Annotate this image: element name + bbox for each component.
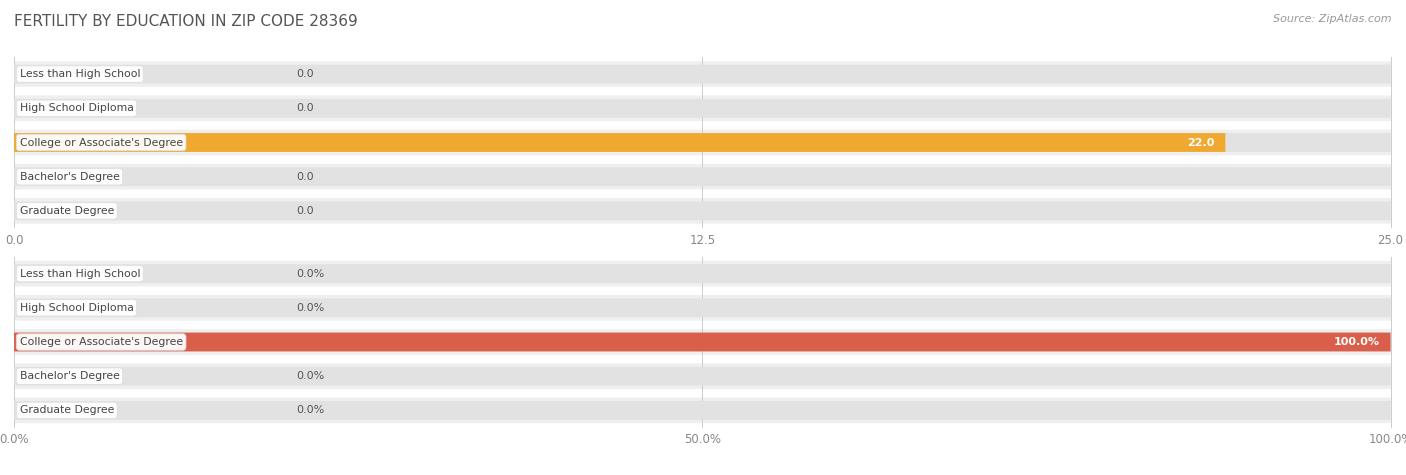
FancyBboxPatch shape [14,130,1392,155]
Text: 0.0%: 0.0% [297,303,325,313]
FancyBboxPatch shape [14,201,1391,220]
Text: Bachelor's Degree: Bachelor's Degree [20,171,120,182]
Text: FERTILITY BY EDUCATION IN ZIP CODE 28369: FERTILITY BY EDUCATION IN ZIP CODE 28369 [14,14,357,29]
Text: 100.0%: 100.0% [1333,337,1379,347]
FancyBboxPatch shape [14,99,1391,118]
Text: 22.0: 22.0 [1187,137,1215,148]
FancyBboxPatch shape [14,167,1391,186]
Text: Less than High School: Less than High School [20,268,141,279]
Text: College or Associate's Degree: College or Associate's Degree [20,337,183,347]
Text: Graduate Degree: Graduate Degree [20,405,114,416]
Text: 0.0: 0.0 [297,103,314,114]
FancyBboxPatch shape [14,367,1391,386]
FancyBboxPatch shape [14,295,1392,321]
FancyBboxPatch shape [14,329,1392,355]
Text: Graduate Degree: Graduate Degree [20,206,114,216]
Text: Source: ZipAtlas.com: Source: ZipAtlas.com [1274,14,1392,24]
FancyBboxPatch shape [14,332,1391,352]
FancyBboxPatch shape [14,95,1392,121]
Text: Bachelor's Degree: Bachelor's Degree [20,371,120,381]
FancyBboxPatch shape [14,398,1392,423]
FancyBboxPatch shape [14,264,1391,283]
FancyBboxPatch shape [14,363,1392,389]
Text: 0.0%: 0.0% [297,268,325,279]
Text: 0.0: 0.0 [297,206,314,216]
FancyBboxPatch shape [14,133,1391,152]
Text: 0.0: 0.0 [297,69,314,79]
FancyBboxPatch shape [14,298,1391,317]
FancyBboxPatch shape [14,261,1392,286]
Text: High School Diploma: High School Diploma [20,103,134,114]
Text: 0.0%: 0.0% [297,405,325,416]
FancyBboxPatch shape [14,61,1392,87]
Text: 0.0: 0.0 [297,171,314,182]
Text: Less than High School: Less than High School [20,69,141,79]
FancyBboxPatch shape [14,65,1391,84]
Text: 0.0%: 0.0% [297,371,325,381]
FancyBboxPatch shape [14,401,1391,420]
FancyBboxPatch shape [14,164,1392,190]
Text: College or Associate's Degree: College or Associate's Degree [20,137,183,148]
FancyBboxPatch shape [14,198,1392,224]
FancyBboxPatch shape [14,332,1391,352]
Text: High School Diploma: High School Diploma [20,303,134,313]
FancyBboxPatch shape [14,133,1226,152]
